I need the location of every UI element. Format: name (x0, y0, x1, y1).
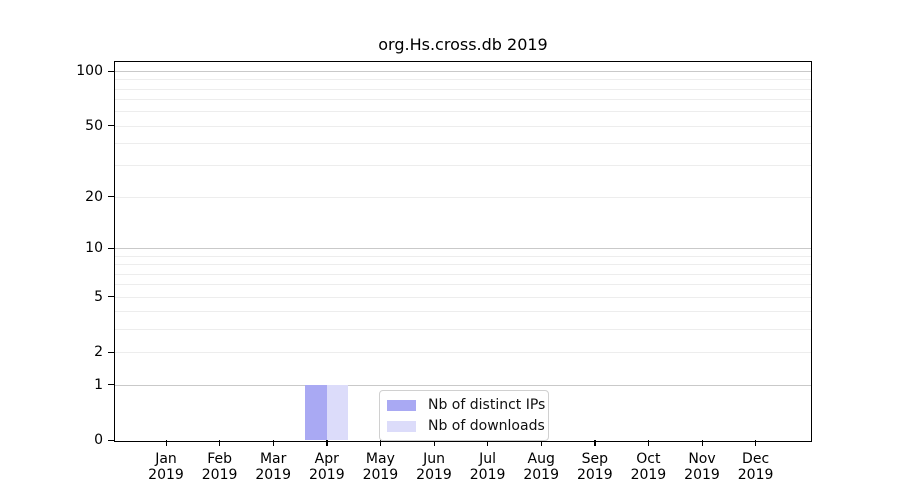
legend-label-distinct-ips: Nb of distinct IPs (428, 397, 546, 413)
gridline-minor (115, 255, 811, 257)
legend-label-downloads: Nb of downloads (428, 418, 545, 434)
gridline-minor (115, 352, 811, 354)
y-axis-tick-label: 50 (85, 117, 103, 134)
plot-area: Nb of distinct IPs Nb of downloads 0 1 2 5 1… (76, 61, 812, 482)
x-axis-tick (433, 440, 435, 446)
legend-swatch-downloads (387, 420, 416, 432)
gridline-minor (115, 273, 811, 275)
x-axis-tick (379, 440, 382, 446)
gridline-minor (115, 284, 811, 286)
x-label-year: 2019 (362, 466, 399, 483)
gridline-minor (115, 88, 811, 90)
x-label-month: Aug (527, 451, 555, 467)
x-label-month: May (365, 451, 395, 467)
x-label-year: 2019 (148, 466, 184, 483)
x-label-month: Oct (636, 451, 661, 467)
gridline-minor (115, 125, 811, 127)
gridline-minor (115, 311, 811, 313)
x-label-month: Nov (688, 451, 716, 467)
x-label-month: Mar (259, 451, 287, 467)
gridline-minor (115, 329, 811, 331)
x-axis-tick-label: Mar 2019 (238, 451, 308, 483)
x-axis-tick (647, 440, 650, 446)
gridline-minor (115, 196, 811, 198)
y-axis-tick (107, 296, 114, 298)
x-axis-tick-label: Sep 2019 (560, 451, 630, 483)
gridline-major (115, 71, 811, 72)
y-axis-tick (107, 439, 114, 441)
gridline-minor (115, 264, 811, 266)
x-axis-tick-label: Jul 2019 (453, 451, 523, 483)
chart-title: org.Hs.cross.db 2019 (378, 35, 548, 54)
x-label-month: Jul (479, 451, 497, 467)
y-axis-tick (107, 351, 114, 353)
x-axis-tick-label: Nov 2019 (667, 451, 737, 483)
y-axis-tick (107, 125, 114, 127)
x-label-year: 2019 (684, 466, 720, 483)
x-axis-tick (594, 440, 596, 446)
y-axis-tick-label: 5 (94, 288, 103, 305)
y-axis-tick (107, 196, 114, 198)
x-axis-tick-label: Dec 2019 (721, 451, 791, 483)
y-axis-tick-label: 10 (85, 240, 103, 257)
y-axis-tick-label: 100 (76, 63, 103, 79)
x-axis-tick-label: May 2019 (345, 451, 415, 483)
bar-nb-of-distinct-ips (305, 384, 327, 440)
x-axis-tick-label: Oct 2019 (613, 451, 683, 483)
x-label-year: 2019 (630, 466, 667, 483)
x-axis-tick (272, 440, 274, 446)
x-label-month: Feb (207, 451, 232, 467)
y-axis-tick-label: 20 (85, 188, 103, 205)
gridline-minor (115, 143, 811, 145)
gridline-minor (115, 99, 811, 101)
x-axis-tick-label: Jun 2019 (399, 451, 469, 483)
bar-nb-of-downloads (326, 384, 349, 440)
legend: Nb of distinct IPs Nb of downloads (379, 390, 549, 441)
gridline-minor (115, 111, 811, 113)
x-label-year: 2019 (523, 466, 559, 483)
x-axis-tick (540, 440, 542, 446)
x-label-year: 2019 (255, 466, 291, 483)
x-axis-tick-label: Aug 2019 (506, 451, 576, 483)
legend-entry-downloads: Nb of downloads (387, 418, 545, 434)
x-axis-tick (487, 440, 489, 446)
x-label-month: Jan (155, 451, 177, 467)
gridline-major (115, 248, 811, 250)
x-label-year: 2019 (416, 466, 452, 483)
gridline-minor (115, 79, 811, 81)
legend-swatch-distinct-ips (387, 399, 416, 411)
x-axis-tick (219, 440, 221, 446)
x-axis-tick (701, 440, 703, 446)
gridline-major (115, 384, 811, 386)
y-axis-tick (107, 384, 114, 386)
gridline-minor (115, 296, 811, 298)
x-label-year: 2019 (201, 466, 238, 483)
x-label-month: Sep (581, 451, 608, 467)
x-label-year: 2019 (576, 466, 613, 483)
x-label-year: 2019 (469, 466, 506, 483)
y-axis-tick-label: 0 (94, 432, 103, 448)
x-axis-tick (326, 440, 328, 446)
gridline-minor (115, 165, 811, 167)
x-axis-tick-label: Apr 2019 (292, 451, 362, 483)
legend-entry-distinct-ips: Nb of distinct IPs (387, 397, 545, 413)
y-axis-tick (107, 247, 114, 250)
x-axis-tick-label: Feb 2019 (185, 451, 255, 483)
x-label-month: Apr (314, 451, 339, 467)
y-axis-tick (107, 70, 114, 72)
y-axis-tick-label: 1 (94, 376, 103, 393)
x-label-year: 2019 (308, 466, 345, 483)
x-axis-tick-label: Jan 2019 (131, 451, 201, 483)
x-axis-tick (165, 440, 167, 446)
y-axis-tick-label: 2 (94, 344, 103, 361)
x-label-month: Dec (742, 451, 770, 467)
x-axis-tick (755, 440, 757, 446)
x-label-month: Jun (423, 451, 445, 467)
x-label-year: 2019 (737, 466, 774, 483)
